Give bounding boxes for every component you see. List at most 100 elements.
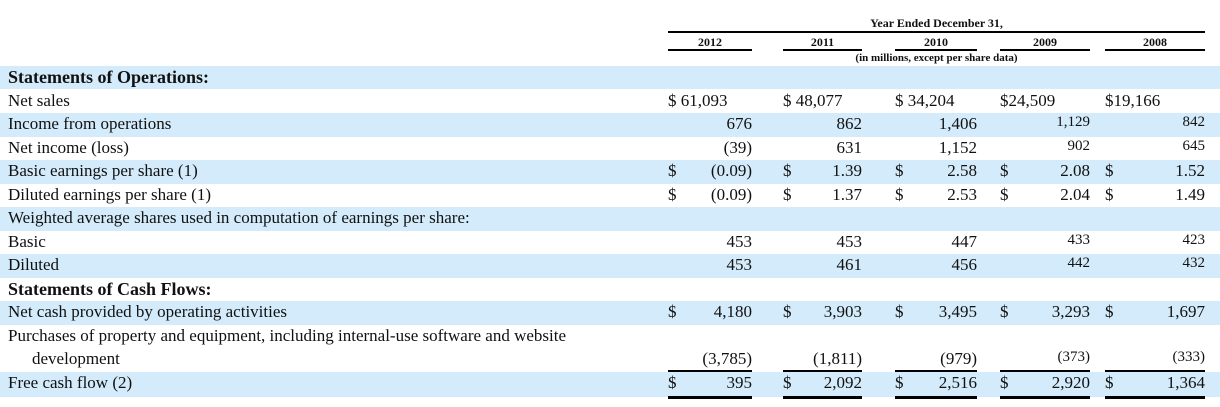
units-note: (in millions, except per share data) bbox=[855, 52, 1018, 64]
table-row: Net cash provided by operating activitie… bbox=[0, 301, 1220, 325]
value-cell: $ 34,204 bbox=[895, 91, 977, 111]
currency-symbol: $ bbox=[895, 185, 904, 204]
value-text: 456 bbox=[951, 255, 978, 274]
subtotal-rule bbox=[668, 370, 752, 372]
value-cell: $3,495 bbox=[895, 302, 977, 322]
value-text: 395 bbox=[726, 373, 753, 392]
table-row: Basic earnings per share (1) $ (0.09) $1.39… bbox=[0, 160, 1220, 184]
row-label: Statements of Cash Flows: bbox=[8, 279, 212, 299]
value-cell: 442 bbox=[1000, 255, 1091, 272]
value-cell: $4,180 bbox=[668, 302, 752, 322]
value-cell: 862 bbox=[783, 114, 863, 134]
value-cell: 453 bbox=[783, 232, 863, 252]
value-text: 1,152 bbox=[938, 138, 977, 157]
value-cell: (979) bbox=[895, 349, 977, 369]
currency-symbol: $ bbox=[668, 302, 677, 321]
subtotal-rule bbox=[783, 370, 862, 372]
value-text: (333) bbox=[1172, 349, 1206, 365]
value-cell: 842 bbox=[1105, 114, 1206, 131]
value-cell: 631 bbox=[783, 138, 863, 158]
row-label-continued: development bbox=[32, 349, 120, 368]
value-text: 2.53 bbox=[947, 185, 977, 204]
value-text: 2.04 bbox=[1060, 185, 1090, 204]
value-text: 2,092 bbox=[823, 373, 862, 392]
value-text: 902 bbox=[1067, 138, 1091, 154]
value-cell: $1,697 bbox=[1105, 302, 1205, 322]
value-cell: $ 61,093 bbox=[668, 91, 752, 111]
value-text: 433 bbox=[1067, 232, 1091, 248]
header-rule bbox=[668, 31, 1205, 33]
row-label: Statements of Operations: bbox=[8, 67, 209, 87]
value-cell: $3,293 bbox=[1000, 302, 1090, 322]
value-cell: (39) bbox=[668, 138, 752, 158]
table-row: Statements of Operations: bbox=[0, 66, 1220, 89]
row-label: Income from operations bbox=[8, 114, 172, 133]
row-label: Diluted earnings per share (1) bbox=[8, 185, 211, 204]
value-cell: $2.58 bbox=[895, 161, 977, 181]
value-text: 2.08 bbox=[1060, 161, 1090, 180]
value-text: 423 bbox=[1182, 232, 1206, 248]
value-cell: 453 bbox=[668, 232, 753, 252]
value-cell: $1.37 bbox=[783, 185, 862, 205]
value-cell: $19,166 bbox=[1105, 91, 1205, 111]
value-cell: $ (0.09) bbox=[668, 185, 752, 205]
currency-symbol: $ bbox=[1000, 161, 1009, 180]
value-cell: $2.08 bbox=[1000, 161, 1090, 181]
value-text: 453 bbox=[726, 232, 753, 251]
value-text: 3,495 bbox=[938, 302, 977, 321]
value-cell: $ 48,077 bbox=[783, 91, 862, 111]
total-double-rule bbox=[783, 396, 862, 399]
value-cell: 461 bbox=[783, 255, 863, 275]
value-cell: 432 bbox=[1105, 255, 1206, 272]
table-row: Diluted earnings per share (1) $ (0.09) $1.… bbox=[0, 184, 1220, 207]
year-header-2008: 2008 bbox=[1143, 35, 1167, 49]
table-row: Free cash flow (2) $395 $2,092 $2,516 $2,920… bbox=[0, 372, 1220, 399]
value-text: (979) bbox=[940, 349, 977, 368]
value-cell: (373) bbox=[1000, 349, 1091, 366]
value-cell: (3,785) bbox=[668, 349, 752, 369]
value-text: 1,364 bbox=[1166, 373, 1205, 392]
table-row: Weighted average shares used in computat… bbox=[0, 207, 1220, 231]
value-text: 1,697 bbox=[1166, 302, 1205, 321]
value-text: 676 bbox=[726, 114, 753, 133]
value-text: 432 bbox=[1182, 255, 1206, 271]
value-text: 453 bbox=[836, 232, 863, 251]
year-header-2009: 2009 bbox=[1033, 35, 1057, 49]
value-cell: $2,092 bbox=[783, 373, 862, 393]
row-label: Purchases of property and equipment, inc… bbox=[8, 326, 567, 345]
currency-symbol: $ bbox=[1105, 185, 1114, 204]
value-text: (0.09) bbox=[710, 185, 752, 204]
period-header: Year Ended December 31, bbox=[870, 16, 1003, 30]
table-row: Diluted 453 461 456 442 432 bbox=[0, 254, 1220, 278]
value-text: (39) bbox=[723, 138, 752, 157]
value-text: 3,903 bbox=[823, 302, 862, 321]
value-text: 1,129 bbox=[1056, 114, 1090, 130]
value-text: 3,293 bbox=[1051, 302, 1090, 321]
value-text: $24,509 bbox=[1000, 91, 1056, 110]
row-label: Free cash flow (2) bbox=[8, 373, 133, 392]
value-cell: 676 bbox=[668, 114, 753, 134]
table-row: Net income (loss) (39) 631 1,152 902 645 bbox=[0, 137, 1220, 160]
currency-symbol: $ bbox=[1105, 302, 1114, 321]
row-label: Net sales bbox=[8, 91, 70, 110]
currency-symbol: $ bbox=[783, 185, 792, 204]
value-cell: $ (0.09) bbox=[668, 161, 752, 181]
value-cell: 1,129 bbox=[1000, 114, 1090, 131]
value-text: (3,785) bbox=[702, 349, 752, 368]
total-double-rule bbox=[668, 396, 752, 399]
table-row: Purchases of property and equipment, inc… bbox=[0, 325, 1220, 372]
value-cell: $2,516 bbox=[895, 373, 977, 393]
value-text: 1.49 bbox=[1175, 185, 1205, 204]
currency-symbol: $ bbox=[1105, 161, 1114, 180]
total-double-rule bbox=[1105, 396, 1205, 399]
value-cell: $395 bbox=[668, 373, 752, 393]
value-cell: $2,920 bbox=[1000, 373, 1090, 393]
currency-symbol: $ bbox=[1105, 373, 1114, 392]
value-cell: 1,152 bbox=[895, 138, 977, 158]
year-header-2012: 2012 bbox=[698, 35, 722, 49]
value-text: 1.39 bbox=[832, 161, 862, 180]
currency-symbol: $ bbox=[1000, 373, 1009, 392]
year-rule bbox=[668, 49, 752, 51]
subtotal-rule bbox=[1105, 370, 1205, 372]
value-cell: $1.49 bbox=[1105, 185, 1205, 205]
